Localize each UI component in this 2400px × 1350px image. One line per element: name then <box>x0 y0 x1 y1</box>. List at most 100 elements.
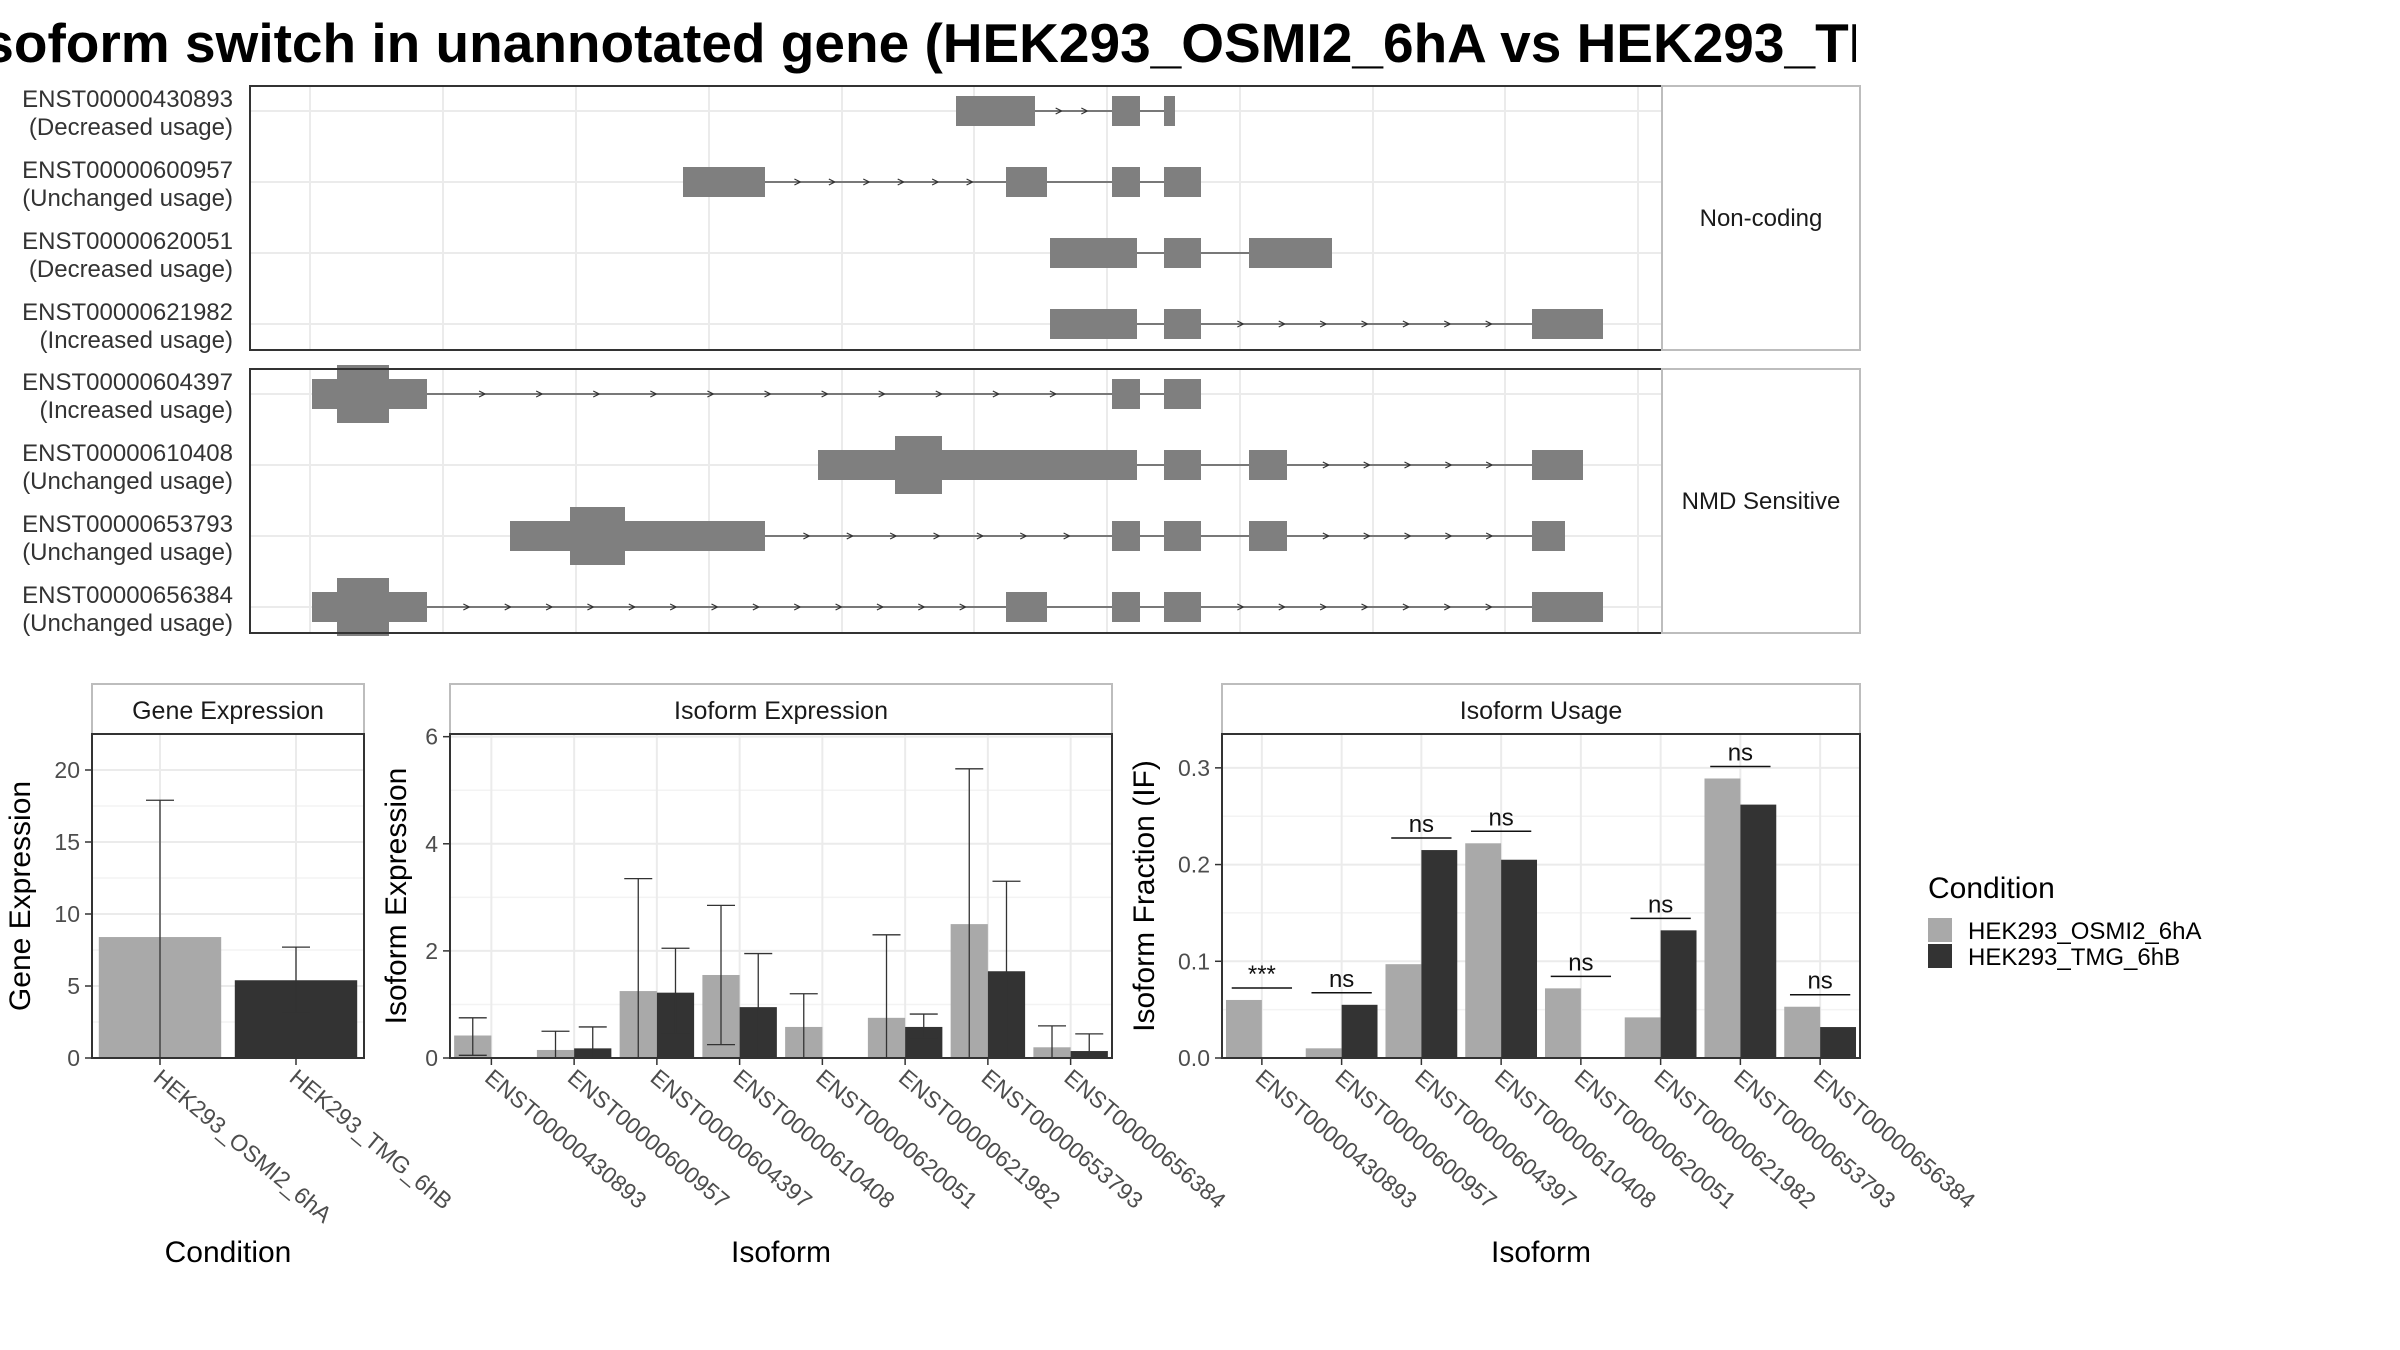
exon <box>1112 379 1140 409</box>
y-tick-label: 5 <box>67 973 80 999</box>
intron-arrow <box>1404 532 1412 540</box>
intron-arrow <box>863 178 871 186</box>
exon <box>510 521 765 551</box>
transcript-usage-label: (Decreased usage) <box>29 114 233 141</box>
transcript-id-label: ENST00000600957 <box>22 157 233 184</box>
isoform-usage-strip-title: Isoform Usage <box>1460 697 1623 725</box>
isoform-expression-strip-title: Isoform Expression <box>674 697 888 725</box>
exon <box>1532 592 1603 622</box>
transcript-usage-label: (Unchanged usage) <box>22 185 233 212</box>
exon <box>1112 96 1140 126</box>
intron-arrow <box>1081 107 1089 115</box>
intron-arrow <box>931 178 940 186</box>
exon <box>1164 309 1201 339</box>
gene-expression-ylabel: Gene Expression <box>4 781 37 1011</box>
intron-arrow <box>1063 532 1071 540</box>
intron-arrow <box>966 178 974 186</box>
isoform-expression-ylabel: Isoform Expression <box>380 768 413 1025</box>
intron-arrow <box>1445 461 1453 469</box>
structure-strip <box>1661 368 1861 634</box>
significance-label: ns <box>1409 811 1434 838</box>
y-tick-label: 10 <box>54 901 80 927</box>
legend-item-label: HEK293_OSMI2_6hA <box>1968 918 2201 945</box>
bar <box>1660 930 1697 1058</box>
intron-arrow <box>992 390 1001 398</box>
intron-arrow <box>711 603 719 611</box>
intron-arrow <box>1485 461 1494 469</box>
intron-arrow <box>1278 320 1287 328</box>
exon <box>1006 592 1047 622</box>
intron-arrow <box>1237 603 1245 611</box>
significance-label: ns <box>1807 968 1832 995</box>
bar <box>1341 1004 1378 1058</box>
structure-panel-border <box>249 368 1663 634</box>
isoform-usage-ylabel: Isoform Fraction (IF) <box>1128 760 1161 1032</box>
structure-strip-label: NMD Sensitive <box>1682 488 1841 515</box>
y-tick-label: 2 <box>425 938 438 964</box>
gene-expression-strip-title: Gene Expression <box>132 697 324 725</box>
transcript-id-label: ENST00000610408 <box>22 440 233 467</box>
intron-arrow <box>1363 532 1372 540</box>
page-title: Isoform switch in unannotated gene (HEK2… <box>0 12 1856 74</box>
exon <box>1164 167 1201 197</box>
bar <box>1421 850 1458 1058</box>
intron-arrow <box>1404 461 1412 469</box>
exon <box>1532 309 1603 339</box>
y-tick-label: 0.1 <box>1178 948 1210 974</box>
intron-arrow <box>935 390 944 398</box>
exon <box>1164 238 1201 268</box>
intron-arrow <box>1402 603 1411 611</box>
y-tick-label: 6 <box>425 724 438 750</box>
exon <box>1006 167 1047 197</box>
exon <box>1164 450 1201 480</box>
intron-arrow <box>821 390 829 398</box>
intron-arrow <box>504 603 513 611</box>
transcript-usage-label: (Decreased usage) <box>29 256 233 283</box>
exon <box>1050 238 1137 268</box>
intron-arrow <box>846 532 855 540</box>
legend-swatch <box>1928 944 1952 968</box>
exon <box>1112 167 1140 197</box>
intron-arrow <box>1445 532 1453 540</box>
intron-arrow <box>1361 320 1369 328</box>
intron-arrow <box>1443 320 1452 328</box>
cds-exon <box>895 436 942 494</box>
isoform-usage-panel <box>1215 683 1861 1065</box>
bar <box>1544 988 1581 1058</box>
transcript-usage-label: (Unchanged usage) <box>22 468 233 495</box>
intron-arrow <box>897 178 906 186</box>
transcript-usage-label: (Increased usage) <box>40 327 233 354</box>
isoform-expression-xlabel: Isoform <box>731 1236 831 1269</box>
gene-expression-strip <box>91 683 365 735</box>
intron-arrow <box>1278 603 1287 611</box>
exon <box>1532 450 1583 480</box>
bar <box>1225 999 1262 1058</box>
bar <box>1385 964 1422 1058</box>
structure-strip <box>1661 85 1861 351</box>
intron-arrow <box>592 390 601 398</box>
cds-exon <box>337 365 389 423</box>
gene-expression-xlabel: Condition <box>165 1236 292 1269</box>
bar <box>1624 1017 1661 1058</box>
intron-arrow <box>933 532 941 540</box>
transcript-id-label: ENST00000430893 <box>22 86 233 113</box>
intron-arrow <box>1485 320 1493 328</box>
intron-arrow <box>478 390 487 398</box>
intron-arrow <box>1443 603 1452 611</box>
exon <box>1164 592 1201 622</box>
legend-swatch <box>1928 918 1952 942</box>
intron-arrow <box>976 532 985 540</box>
bar <box>1740 804 1777 1058</box>
y-tick-label: 20 <box>54 757 80 783</box>
significance-label: ns <box>1728 739 1753 766</box>
bar <box>1501 859 1538 1058</box>
intron-arrow <box>918 603 926 611</box>
exon <box>956 96 1035 126</box>
intron-arrow <box>650 390 658 398</box>
intron-arrow <box>707 390 715 398</box>
intron-arrow <box>803 532 811 540</box>
exon <box>1532 521 1565 551</box>
structure-panel-1 <box>249 365 1861 636</box>
exon <box>683 167 765 197</box>
